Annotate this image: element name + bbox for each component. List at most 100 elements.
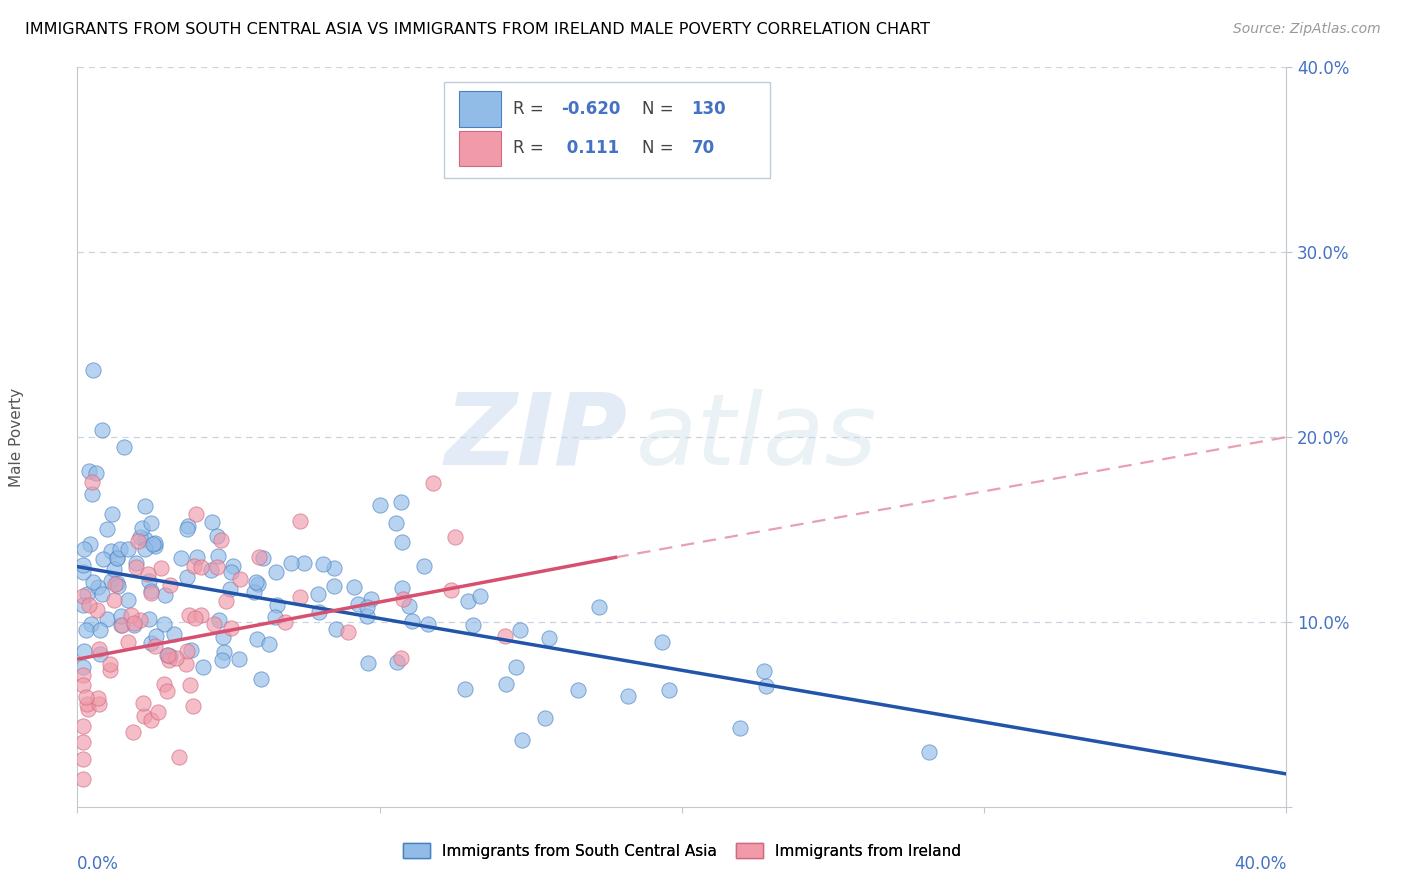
Point: [322, 560, 344, 574]
Point: [252, 550, 274, 565]
Point: [82, 362, 104, 376]
Point: [392, 592, 415, 607]
Point: [368, 498, 391, 512]
Point: [77, 598, 100, 612]
Point: [183, 559, 205, 574]
Point: [174, 657, 197, 672]
Point: [159, 648, 181, 663]
Point: [120, 607, 142, 622]
Point: [110, 609, 132, 624]
Point: [567, 682, 589, 697]
Point: [249, 549, 271, 564]
Point: [159, 578, 181, 592]
Point: [100, 663, 122, 677]
Point: [337, 625, 360, 640]
Point: [98, 657, 121, 671]
Point: [360, 591, 382, 606]
Point: [96, 522, 118, 536]
Point: [184, 610, 207, 624]
Point: [457, 594, 479, 608]
Point: [167, 750, 190, 764]
Point: [398, 599, 420, 613]
FancyBboxPatch shape: [460, 130, 501, 166]
Point: [76, 587, 98, 601]
Point: [391, 582, 413, 596]
Point: [72, 735, 94, 749]
Point: [125, 560, 148, 574]
Point: [91, 587, 114, 601]
Point: [207, 549, 229, 563]
Text: IMMIGRANTS FROM SOUTH CENTRAL ASIA VS IMMIGRANTS FROM IRELAND MALE POVERTY CORRE: IMMIGRANTS FROM SOUTH CENTRAL ASIA VS IM…: [25, 22, 931, 37]
Point: [202, 616, 225, 631]
Point: [101, 507, 124, 521]
Point: [266, 598, 288, 612]
Point: [141, 537, 163, 551]
Point: [384, 516, 406, 530]
Point: [117, 634, 139, 648]
Point: [89, 647, 111, 661]
Point: [461, 618, 484, 632]
Point: [264, 565, 287, 579]
Point: [108, 542, 131, 557]
Point: [505, 660, 527, 674]
Point: [79, 617, 101, 632]
Text: 130: 130: [692, 100, 727, 118]
Point: [211, 631, 233, 645]
Point: [77, 464, 100, 478]
Point: [179, 607, 201, 622]
Point: [588, 599, 610, 614]
Point: [288, 514, 311, 528]
Point: [658, 682, 681, 697]
Point: [263, 609, 285, 624]
Point: [139, 583, 162, 598]
Point: [128, 613, 150, 627]
Point: [156, 648, 179, 663]
Point: [176, 643, 198, 657]
Point: [229, 572, 252, 586]
Point: [107, 579, 129, 593]
Point: [141, 516, 163, 531]
Point: [75, 623, 97, 637]
Point: [918, 745, 941, 759]
Point: [176, 570, 198, 584]
Point: [156, 684, 179, 698]
Text: R =: R =: [513, 100, 543, 118]
Point: [143, 639, 166, 653]
Point: [219, 621, 242, 635]
Point: [184, 507, 207, 521]
Point: [122, 618, 145, 632]
Point: [387, 655, 409, 669]
Point: [72, 558, 94, 572]
Point: [84, 466, 107, 480]
Point: [470, 590, 492, 604]
Point: [107, 551, 129, 566]
Text: Source: ZipAtlas.com: Source: ZipAtlas.com: [1233, 22, 1381, 37]
Point: [242, 584, 264, 599]
Point: [537, 631, 560, 645]
Point: [218, 582, 240, 596]
Point: [72, 752, 94, 766]
Point: [72, 668, 94, 682]
Point: [208, 613, 231, 627]
Point: [389, 495, 412, 509]
Point: [163, 626, 186, 640]
Point: [212, 645, 235, 659]
Text: atlas: atlas: [636, 389, 877, 485]
Point: [103, 593, 125, 607]
Point: [72, 660, 94, 674]
Point: [72, 589, 94, 603]
Point: [143, 539, 166, 553]
Point: [356, 600, 378, 615]
Point: [153, 588, 176, 602]
Text: R =: R =: [513, 139, 543, 157]
Point: [132, 708, 155, 723]
Point: [90, 423, 112, 437]
Point: [91, 552, 114, 566]
Point: [134, 533, 156, 547]
Legend: Immigrants from South Central Asia, Immigrants from Ireland: Immigrants from South Central Asia, Immi…: [396, 837, 967, 864]
Point: [82, 574, 104, 589]
Point: [228, 652, 250, 666]
Point: [494, 629, 516, 643]
Point: [131, 521, 153, 535]
Point: [104, 577, 127, 591]
